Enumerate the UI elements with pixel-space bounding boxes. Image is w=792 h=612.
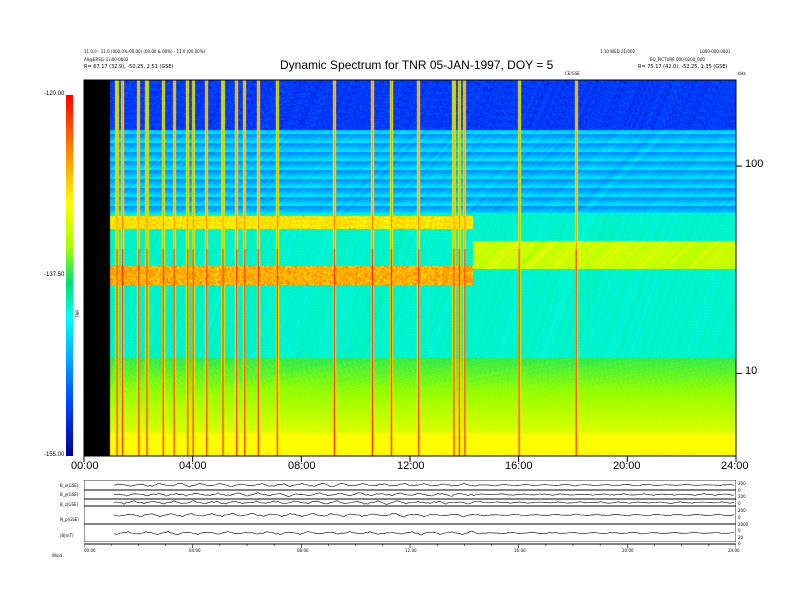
row-label-by: B_y(GSE)	[60, 492, 78, 497]
row-label-bx: B_x(GSE)	[60, 483, 78, 488]
y-tick-label-100: 100	[745, 158, 763, 170]
colorbar	[66, 95, 73, 456]
solar-wind-trace	[114, 493, 734, 497]
solar-wind-trace	[114, 531, 734, 535]
right-label-6: 2000	[738, 522, 748, 527]
right-label-9: 0	[738, 541, 741, 546]
chart-title: Dynamic Spectrum for TNR 05-JAN-1997, DO…	[280, 58, 553, 72]
mini-tick-2400: 24:00	[728, 548, 740, 553]
x-tick-label-0000: 00:00	[71, 460, 99, 472]
right-label-7: 0	[738, 528, 741, 533]
right-label-3: 0	[738, 501, 741, 506]
solar-wind-trace	[114, 513, 734, 517]
x-tick-label-1600: 16:00	[505, 460, 533, 472]
plot-border	[84, 80, 736, 456]
header-right-line2: EQ_PICTURE 000-0200_000	[650, 57, 705, 62]
row-label-np: N_p(GSE)	[60, 517, 79, 522]
mini-tick-1600: 16:00	[514, 548, 526, 553]
right-label-0: 200	[738, 481, 746, 486]
mini-tick-2000: 20:00	[622, 548, 634, 553]
right-label-5: 0	[738, 515, 741, 520]
row-label-b: |B|(nT)	[60, 533, 74, 538]
right-label-2: 200	[738, 494, 746, 499]
x-tick-label-2000: 20:00	[613, 460, 641, 472]
colorbar-tick-bottom: -155.00	[44, 452, 64, 458]
row-label-bz: B_z(GSE)	[60, 502, 78, 507]
mini-tick-0800: 08:00	[297, 548, 309, 553]
solar-wind-row-frame	[84, 480, 736, 490]
mini-tick-0000: 00:00	[84, 548, 96, 553]
colorbar-tick-top: -120.00	[44, 91, 64, 97]
x-tick-label-2400: 24:00	[721, 460, 749, 472]
x-tick-label-1200: 12:00	[397, 460, 425, 472]
solar-wind-trace	[114, 483, 734, 487]
header-right-rec: R= 75.17 (42.0), -52.25, 1.35 (GSE)	[638, 64, 728, 70]
right-label-1: 0	[738, 488, 741, 493]
corner-label: Wind	[52, 553, 66, 558]
header-left-rec: R= 67.17 (32.9), -50.25, 2.51 (GSE)	[84, 64, 174, 70]
colorbar-tick-mid: -137.50	[44, 272, 64, 278]
header-right-line1: 1.10 WED 21/002	[600, 49, 635, 54]
spectrogram-frame	[78, 74, 758, 466]
solar-wind-trace	[114, 501, 734, 505]
mini-tick-1200: 12:00	[405, 548, 417, 553]
x-tick-label-0800: 08:00	[288, 460, 316, 472]
header-left-line1: 11 0.0 - 11.0 (000.0%-00.00) (00.00 & 00…	[84, 49, 205, 54]
y-tick-label-10: 10	[745, 365, 757, 377]
header-left-line2: All@ERSG-3 n00-0002	[84, 57, 128, 62]
right-label-4: 200	[738, 508, 746, 513]
colorbar-label: TNR	[75, 310, 80, 318]
mini-tick-0400: 04:00	[189, 548, 201, 553]
x-tick-label-0400: 04:00	[179, 460, 207, 472]
right-label-8: 20	[738, 535, 743, 540]
header-right-line1b: L000-000-0001	[700, 49, 731, 54]
solar-wind-panel	[84, 480, 736, 542]
